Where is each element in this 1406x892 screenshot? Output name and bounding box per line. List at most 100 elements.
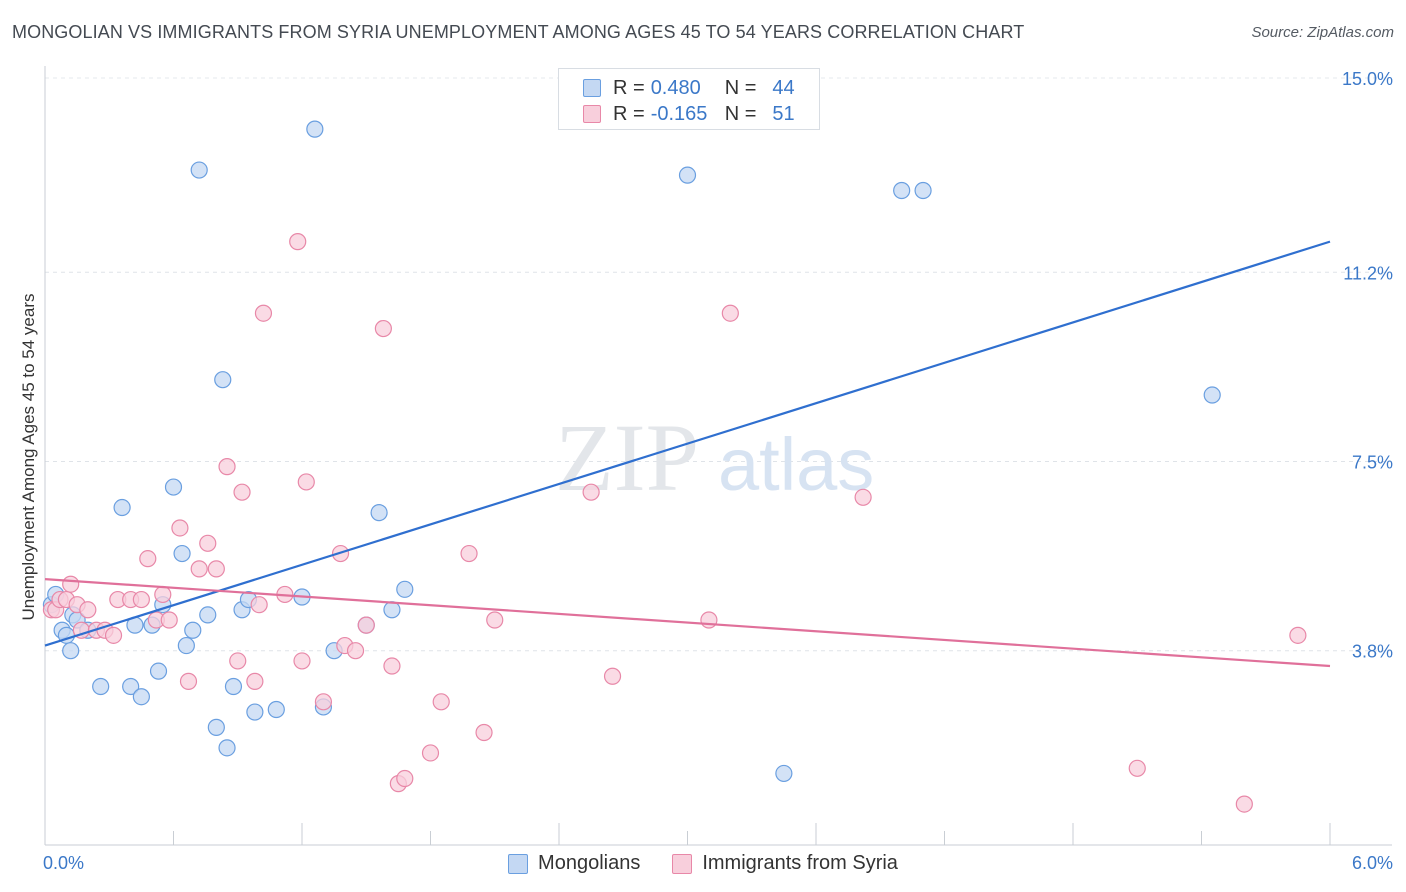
- point-mongolians: [122, 677, 140, 696]
- point-syria: [854, 488, 872, 506]
- point-mongolians: [164, 478, 183, 496]
- point-syria: [171, 519, 189, 537]
- point-syria: [79, 601, 97, 619]
- point-mongolians: [246, 703, 264, 721]
- point-mongolians: [214, 371, 232, 389]
- watermark: ZIP atlas: [555, 404, 874, 511]
- point-syria: [700, 611, 718, 629]
- point-syria: [62, 575, 80, 593]
- point-mongolians: [370, 504, 388, 522]
- watermark-zip: ZIP: [555, 404, 699, 511]
- point-syria: [229, 652, 247, 670]
- legend-row-mongolians: R = 0.480 N = 44: [583, 77, 795, 99]
- point-mongolians: [113, 498, 131, 517]
- point-syria: [160, 611, 178, 629]
- legend-n-label: N =: [724, 102, 757, 125]
- legend-r-value: 0.480: [650, 76, 701, 99]
- point-mongolians: [306, 120, 324, 138]
- point-mongolians: [177, 636, 195, 655]
- point-mongolians: [92, 677, 110, 696]
- point-syria: [383, 657, 401, 675]
- legend-r-label: R =: [613, 102, 645, 125]
- tick-labels: 3.8% 7.5% 11.2% 15.0% 0.0% 6.0%: [43, 69, 1393, 873]
- legend-swatch-mongolians: [508, 853, 529, 874]
- point-syria: [154, 585, 172, 604]
- point-mongolians: [132, 688, 150, 706]
- point-syria: [246, 672, 264, 690]
- point-syria: [179, 672, 198, 690]
- legend-r-label: R =: [613, 76, 645, 99]
- point-mongolians: [1203, 386, 1221, 404]
- point-mongolians: [199, 606, 217, 624]
- legend-swatch-mongolians: [583, 79, 601, 97]
- point-mongolians: [267, 700, 285, 719]
- point-mongolians: [173, 544, 191, 563]
- point-syria: [346, 642, 365, 660]
- legend-item-syria: Immigrants from Syria: [672, 852, 898, 875]
- y-tick-label: 7.5%: [1352, 453, 1393, 473]
- point-syria: [374, 319, 392, 338]
- point-syria: [250, 596, 268, 614]
- point-syria: [254, 304, 273, 322]
- point-mongolians: [383, 601, 401, 619]
- point-syria: [297, 473, 315, 491]
- point-syria: [603, 667, 622, 685]
- point-syria: [139, 550, 157, 568]
- legend-r-value: -0.165: [650, 102, 708, 125]
- y-tick-label: 3.8%: [1352, 642, 1393, 662]
- point-mongolians: [893, 181, 911, 200]
- point-syria: [357, 616, 375, 634]
- point-mongolians: [775, 764, 793, 783]
- trend-line-mongolians: [44, 240, 1331, 647]
- point-syria: [1235, 795, 1253, 813]
- point-syria: [190, 560, 208, 578]
- point-syria: [396, 769, 414, 788]
- y-tick-label: 11.2%: [1343, 263, 1393, 283]
- legend-n-value: 44: [772, 76, 795, 99]
- point-syria: [293, 652, 311, 670]
- watermark-atlas: atlas: [718, 423, 874, 506]
- legend-item-mongolians: Mongolians: [508, 852, 640, 875]
- chart-title: MONGOLIAN VS IMMIGRANTS FROM SYRIA UNEMP…: [12, 22, 1025, 42]
- stats-legend: R = 0.480 N = 44 R = -0.165 N = 51: [558, 68, 820, 130]
- x-tick-label: 0.0%: [43, 853, 84, 873]
- point-syria: [104, 626, 123, 644]
- point-syria: [1128, 759, 1146, 777]
- legend-row-syria: R = -0.165 N = 51: [583, 103, 795, 125]
- data-points: [42, 120, 1307, 813]
- axes: [44, 66, 1392, 846]
- point-syria: [1289, 626, 1307, 644]
- point-mongolians: [914, 181, 932, 200]
- point-mongolians: [149, 662, 168, 680]
- point-syria: [289, 233, 307, 251]
- point-syria: [475, 723, 493, 742]
- trend-line-syria: [44, 578, 1331, 668]
- y-axis-label: Unemployment Among Ages 45 to 54 years: [19, 294, 38, 621]
- point-mongolians: [62, 642, 80, 660]
- point-syria: [199, 534, 217, 552]
- source-credit: Source: ZipAtlas.com: [1251, 24, 1394, 41]
- point-syria: [218, 458, 236, 476]
- point-mongolians: [207, 718, 225, 736]
- legend-n-value: 51: [772, 102, 795, 125]
- grid-lines: [45, 77, 1390, 652]
- legend-label-syria: Immigrants from Syria: [702, 852, 898, 874]
- point-mongolians: [678, 166, 697, 184]
- point-syria: [314, 693, 333, 711]
- point-mongolians: [184, 621, 202, 639]
- trend-lines: [44, 240, 1331, 668]
- point-mongolians: [396, 580, 414, 598]
- legend-swatch-syria: [672, 853, 693, 874]
- point-mongolians: [224, 677, 243, 696]
- point-syria: [721, 304, 739, 322]
- legend-label-mongolians: Mongolians: [538, 852, 641, 874]
- legend-swatch-syria: [583, 105, 601, 123]
- point-syria: [432, 693, 450, 711]
- y-tick-label: 15.0%: [1342, 69, 1393, 89]
- point-syria: [233, 483, 251, 501]
- point-mongolians: [218, 739, 236, 757]
- point-syria: [132, 590, 150, 609]
- point-syria: [486, 611, 504, 629]
- point-syria: [207, 560, 225, 578]
